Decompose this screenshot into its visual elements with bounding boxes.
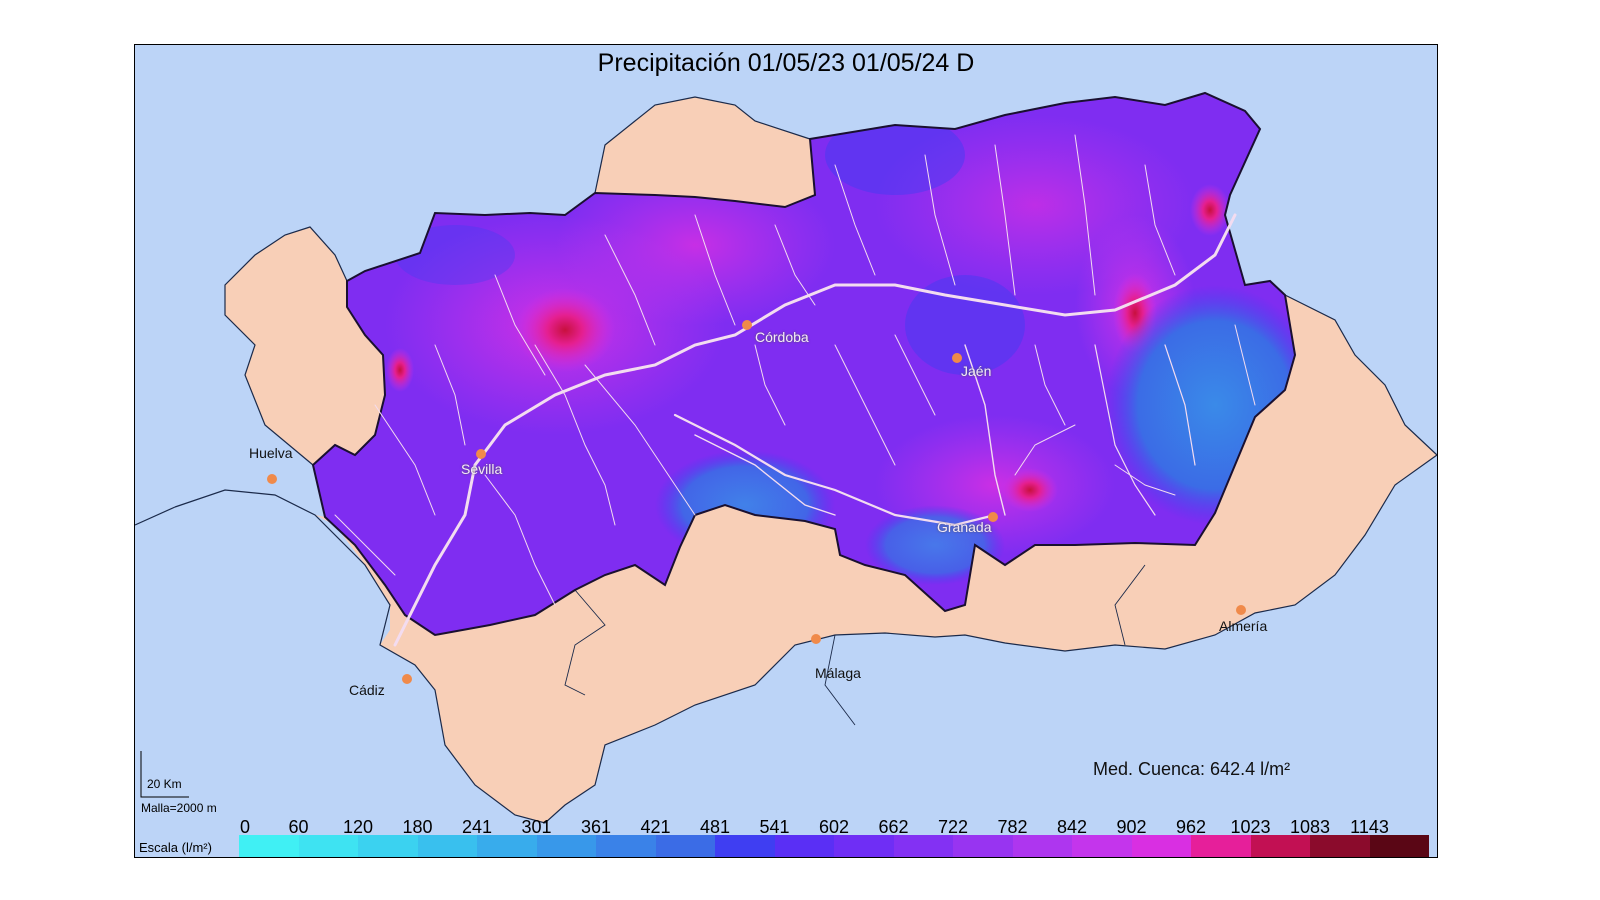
- legend-swatch: [1191, 835, 1251, 857]
- legend-swatch: [1369, 835, 1429, 857]
- precipitation-map[interactable]: [135, 45, 1437, 857]
- legend-swatch: [298, 835, 358, 857]
- legend-swatch: [1072, 835, 1132, 857]
- basin-average: Med. Cuenca: 642.4 l/m²: [1093, 759, 1291, 779]
- legend-swatch: [596, 835, 656, 857]
- city-marker-cadiz[interactable]: [402, 674, 412, 684]
- city-marker-granada[interactable]: [988, 512, 998, 522]
- legend-tick-label: 722: [937, 817, 969, 837]
- legend-swatch: [774, 835, 834, 857]
- city-label-granada: Granada: [937, 519, 992, 535]
- legend-tick-label: 301: [521, 817, 552, 837]
- legend-swatch: [953, 835, 1013, 857]
- legend-swatch: [239, 835, 299, 857]
- basin-outline: [311, 91, 1297, 637]
- legend-tick-label: 180: [402, 817, 433, 837]
- city-marker-almeria[interactable]: [1236, 605, 1246, 615]
- legend-tick-label: 541: [759, 817, 790, 837]
- legend-tick-label: 241: [461, 817, 493, 837]
- legend-tick-label: 842: [1056, 817, 1088, 837]
- city-label-malaga: Málaga: [815, 665, 861, 681]
- legend-tick-label: 1023: [1230, 817, 1271, 837]
- legend-tick-label: 662: [878, 817, 909, 837]
- legend-tick-label: 361: [580, 817, 612, 837]
- legend-tick-label: 902: [1116, 817, 1147, 837]
- scale-bar-distance: 20 Km: [147, 777, 182, 791]
- legend-title: Escala (l/m²): [139, 840, 212, 855]
- legend-swatch: [1012, 835, 1072, 857]
- legend-tick-label: 0: [239, 817, 251, 837]
- city-label-cadiz: Cádiz: [349, 682, 385, 698]
- legend-tick-label: 60: [288, 817, 309, 837]
- legend-tick-label: 481: [699, 817, 731, 837]
- legend-tick-label: 421: [640, 817, 671, 837]
- legend-swatch: [358, 835, 418, 857]
- city-marker-huelva[interactable]: [267, 474, 277, 484]
- legend-swatch: [1310, 835, 1370, 857]
- province-borders: [135, 96, 1437, 824]
- legend-swatch: [655, 835, 715, 857]
- legend-colorbar: [239, 835, 1429, 857]
- scale-bar: [140, 751, 189, 798]
- legend-swatch: [477, 835, 537, 857]
- river-network: [334, 134, 1256, 647]
- legend-tick-label: 1083: [1289, 817, 1331, 837]
- legend-tick-label: 962: [1175, 817, 1207, 837]
- map-title: Precipitación 01/05/23 01/05/24 D: [597, 49, 975, 77]
- city-label-huelva: Huelva: [249, 445, 293, 461]
- legend-swatch: [893, 835, 953, 857]
- city-marker-sevilla[interactable]: [476, 449, 486, 459]
- legend-swatch: [1131, 835, 1191, 857]
- legend-tick-label: 602: [818, 817, 850, 837]
- legend-swatch: [417, 835, 477, 857]
- city-marker-cordoba[interactable]: [742, 320, 752, 330]
- legend-swatch: [536, 835, 596, 857]
- scale-bar-grid: Malla=2000 m: [141, 801, 217, 815]
- sea: [135, 455, 1437, 857]
- map-frame: Precipitación 01/05/23 01/05/24 D Huelva…: [134, 44, 1438, 858]
- city-label-sevilla: Sevilla: [461, 461, 503, 477]
- legend-tick-label: 782: [997, 817, 1028, 837]
- city-label-cordoba: Córdoba: [755, 329, 809, 345]
- legend-swatch: [715, 835, 775, 857]
- legend-tick-label: 120: [342, 817, 374, 837]
- city-label-jaen: Jaén: [961, 363, 992, 379]
- legend-swatch: [834, 835, 894, 857]
- city-markers: [267, 320, 1246, 684]
- legend-swatch: [1250, 835, 1310, 857]
- city-marker-jaen[interactable]: [952, 353, 962, 363]
- legend-tick-label: 1143: [1350, 817, 1389, 837]
- city-label-almeria: Almería: [1219, 618, 1268, 634]
- city-marker-malaga[interactable]: [811, 634, 821, 644]
